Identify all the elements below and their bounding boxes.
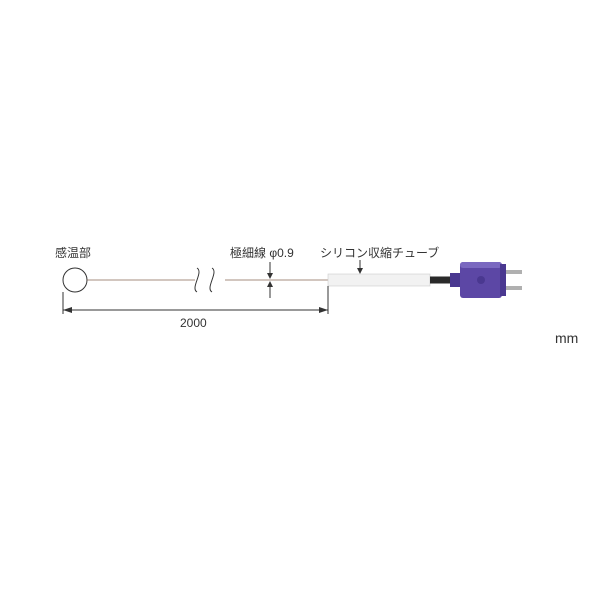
dim-arrow-right bbox=[319, 307, 328, 313]
sensor-circle bbox=[63, 268, 87, 292]
cable bbox=[430, 277, 452, 284]
shrink-arrow-head bbox=[357, 268, 363, 274]
shrink-tube bbox=[328, 274, 430, 286]
label-length: 2000 bbox=[180, 316, 207, 330]
label-unit: mm bbox=[555, 330, 578, 346]
label-sensor: 感温部 bbox=[55, 244, 91, 261]
connector bbox=[450, 262, 522, 298]
thinwire-arrow-top-head bbox=[267, 273, 273, 279]
diagram-svg bbox=[0, 0, 600, 600]
break-symbol-1 bbox=[195, 268, 199, 292]
label-thin-wire: 極細線 φ0.9 bbox=[230, 244, 294, 261]
dim-arrow-left bbox=[63, 307, 72, 313]
thinwire-arrow-bot-head bbox=[267, 281, 273, 287]
label-shrink-tube: シリコン収縮チューブ bbox=[320, 244, 439, 261]
diagram-canvas: 感温部 極細線 φ0.9 シリコン収縮チューブ 2000 mm bbox=[0, 0, 600, 600]
break-symbol-2 bbox=[210, 268, 214, 292]
